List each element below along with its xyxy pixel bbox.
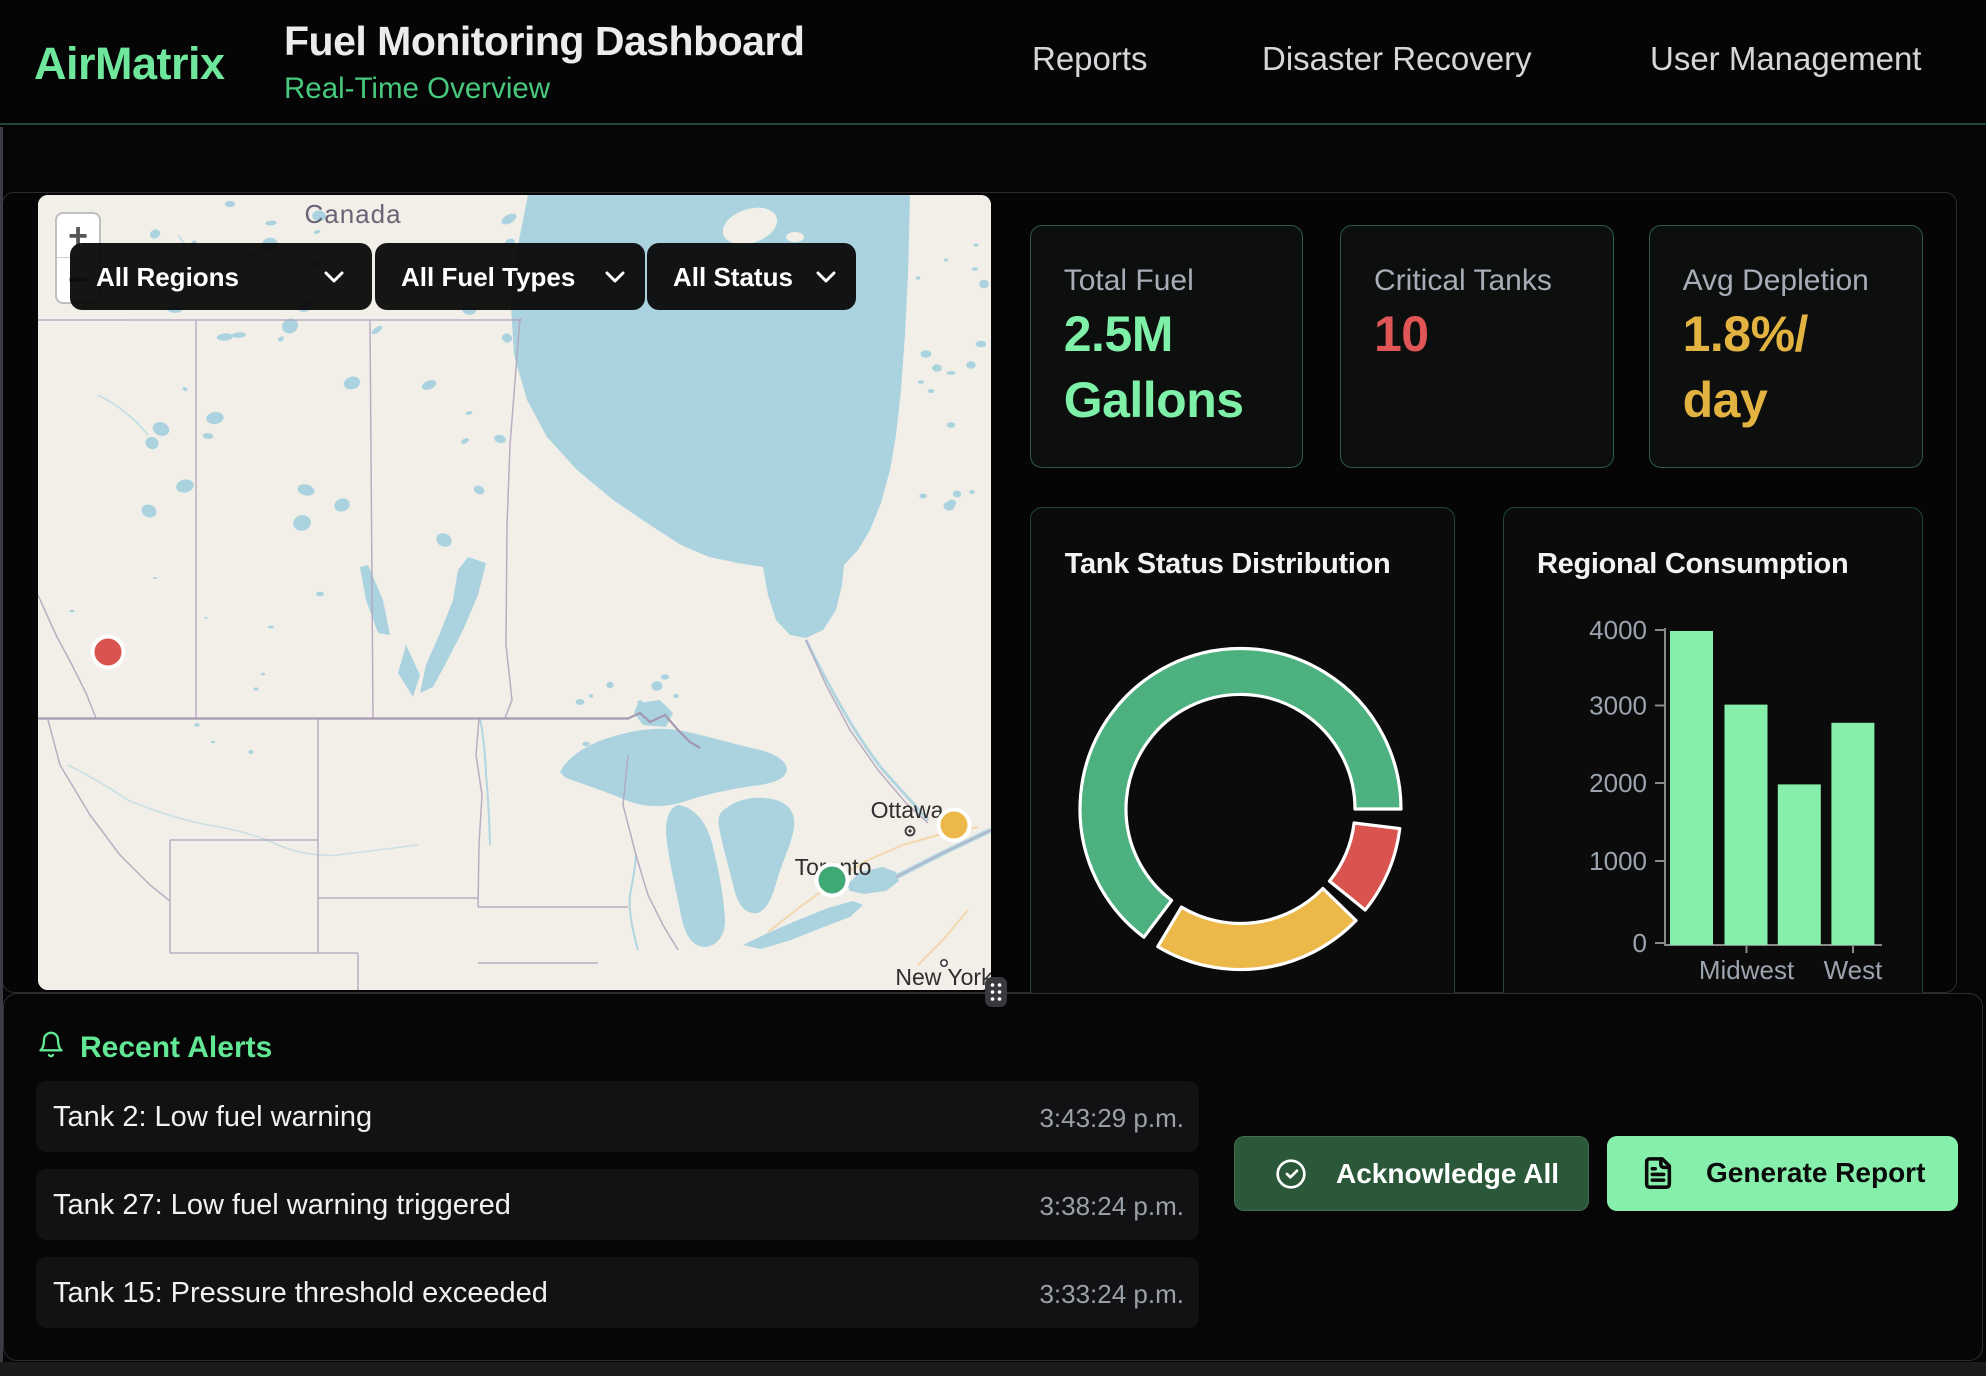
svg-text:0: 0: [1633, 928, 1647, 958]
svg-text:1000: 1000: [1589, 846, 1647, 876]
svg-text:Midwest: Midwest: [1699, 955, 1795, 985]
svg-text:New York: New York: [895, 964, 991, 990]
svg-text:Canada: Canada: [304, 199, 401, 229]
svg-text:4000: 4000: [1589, 615, 1647, 645]
svg-text:3000: 3000: [1589, 691, 1647, 721]
svg-text:2000: 2000: [1589, 768, 1647, 798]
svg-text:Ottawa: Ottawa: [871, 797, 944, 823]
svg-text:West: West: [1824, 955, 1884, 985]
